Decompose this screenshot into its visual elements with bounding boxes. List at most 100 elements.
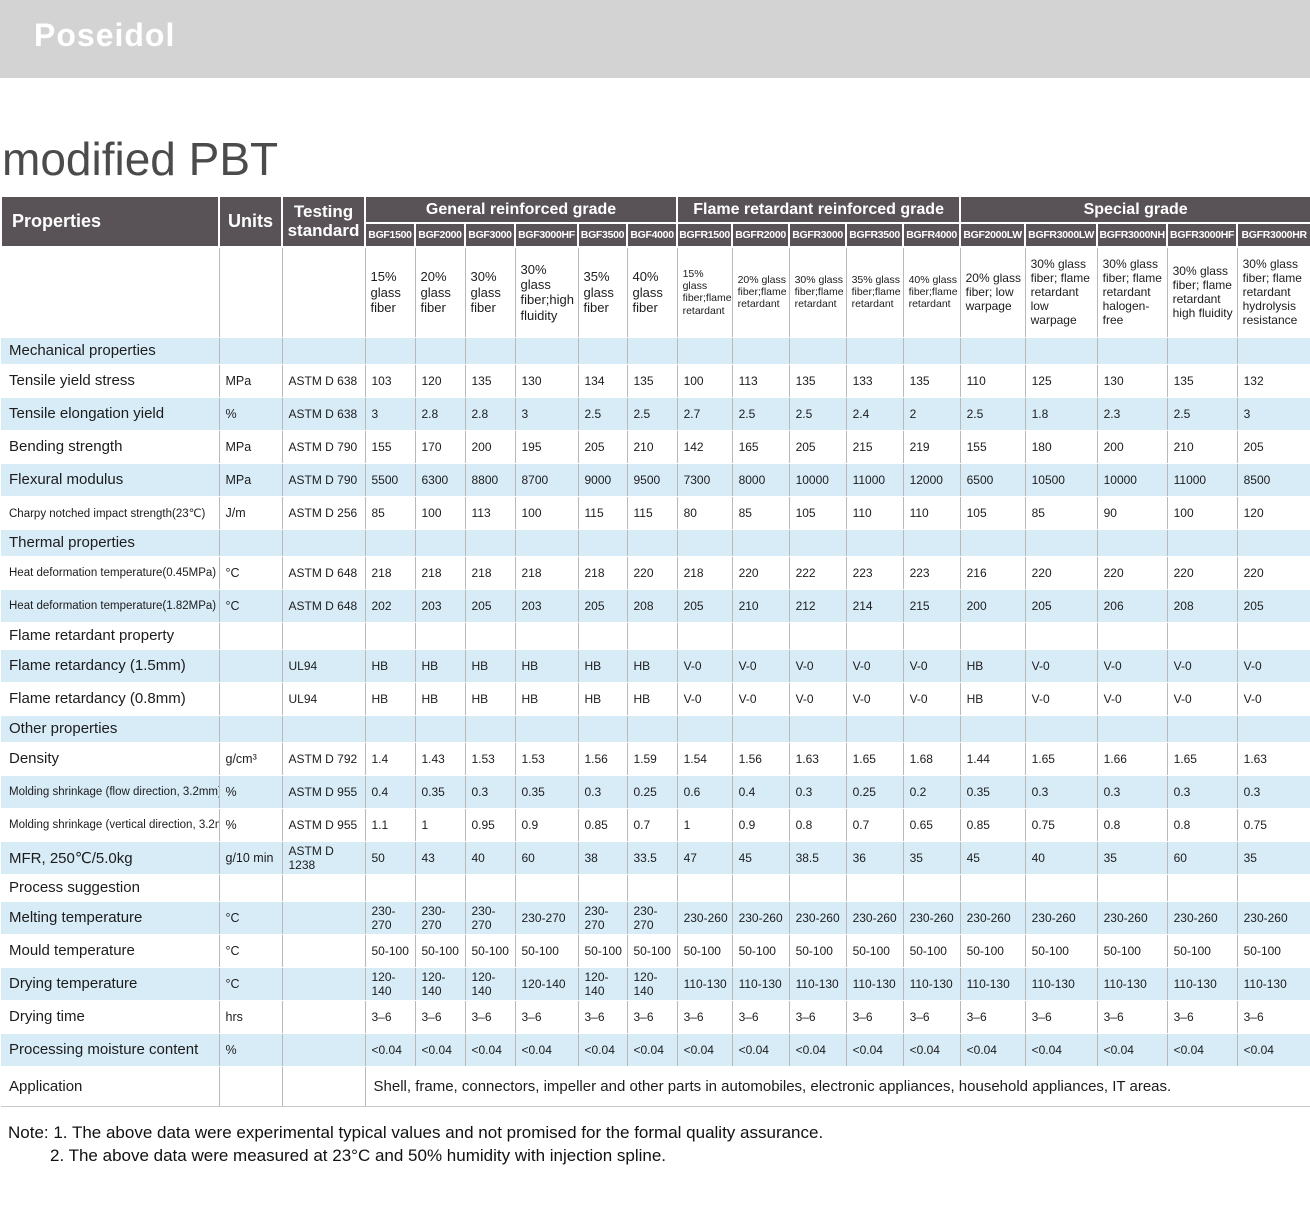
value-cell: 3–6	[415, 1000, 466, 1034]
value-cell: 218	[465, 556, 516, 590]
value-cell: <0.04	[578, 1033, 628, 1067]
property-name: Flame retardancy (0.8mm)	[1, 682, 220, 716]
value-cell: 200	[960, 589, 1026, 623]
empty-cell	[578, 715, 628, 743]
value-cell: 210	[732, 589, 790, 623]
empty-cell	[282, 1066, 366, 1107]
value-cell: 110-130	[960, 967, 1026, 1001]
value-cell: 0.7	[846, 808, 904, 842]
grade-description-row: 15% glass fiber 20% glass fiber 30% glass …	[1, 247, 1310, 338]
grade-description: 20% glass fiber	[415, 247, 466, 338]
empty-cell	[1097, 529, 1168, 557]
value-cell: 219	[903, 430, 961, 464]
value-cell: 0.6	[677, 775, 733, 809]
standard-cell	[282, 1033, 366, 1067]
value-cell: 230-260	[903, 901, 961, 935]
value-cell: 1.4	[365, 742, 416, 776]
value-cell: 218	[515, 556, 579, 590]
value-cell: 1.43	[415, 742, 466, 776]
value-cell: 2.5	[1167, 397, 1238, 431]
standard-cell	[282, 967, 366, 1001]
value-cell: 220	[1097, 556, 1168, 590]
value-cell: V-0	[789, 649, 847, 683]
units-cell: MPa	[219, 430, 283, 464]
brand-logo-text: Poseidol	[34, 17, 176, 53]
value-cell: 205	[465, 589, 516, 623]
units-cell: %	[219, 1033, 283, 1067]
value-cell: 205	[578, 430, 628, 464]
grade-description: 30% glass fiber;flame retardant	[789, 247, 847, 338]
application-text: Shell, frame, connectors, impeller and o…	[365, 1066, 1310, 1107]
grade-column-header: BGFR3000HR	[1236, 222, 1310, 248]
value-cell: 1.63	[1237, 742, 1310, 776]
value-cell: 110	[903, 496, 961, 530]
value-cell: 120	[1237, 496, 1310, 530]
value-cell: 135	[903, 364, 961, 398]
standard-cell: UL94	[282, 682, 366, 716]
units-cell: MPa	[219, 364, 283, 398]
value-cell: 50-100	[515, 934, 579, 968]
value-cell: 135	[1167, 364, 1238, 398]
units-cell: %	[219, 775, 283, 809]
section-row: Process suggestion	[1, 874, 1310, 902]
property-name: Drying temperature	[1, 967, 220, 1001]
data-row: Heat deformation temperature(0.45MPa) °C A…	[1, 556, 1310, 590]
value-cell: 3–6	[846, 1000, 904, 1034]
empty-cell	[732, 337, 790, 365]
empty-cell	[219, 529, 283, 557]
value-cell: V-0	[789, 682, 847, 716]
data-row: Heat deformation temperature(1.82MPa) °C A…	[1, 589, 1310, 623]
units-cell: MPa	[219, 463, 283, 497]
property-name: Flame retardancy (1.5mm)	[1, 649, 220, 683]
property-name: Charpy notched impact strength(23℃)	[1, 496, 220, 530]
value-cell: 0.3	[789, 775, 847, 809]
grade-description: 15% glass fiber;flame retardant	[677, 247, 733, 338]
value-cell: 0.25	[846, 775, 904, 809]
value-cell: 1.65	[1167, 742, 1238, 776]
section-title: Thermal properties	[1, 529, 220, 557]
value-cell: 35	[1097, 841, 1168, 875]
testing-standard-header: Testing standard	[281, 195, 366, 248]
empty-cell	[219, 715, 283, 743]
value-cell: 9500	[627, 463, 678, 497]
property-name: Molding shrinkage (flow direction, 3.2mm…	[1, 775, 220, 809]
value-cell: 50-100	[846, 934, 904, 968]
value-cell: 45	[732, 841, 790, 875]
value-cell: 85	[365, 496, 416, 530]
value-cell: 132	[1237, 364, 1310, 398]
value-cell: V-0	[732, 649, 790, 683]
grade-description: 20% glass fiber; low warpage	[960, 247, 1026, 338]
top-banner: Poseidol	[0, 0, 1310, 78]
grade-column-header: BGF1500	[364, 222, 416, 248]
standard-cell	[282, 1000, 366, 1034]
grade-description: 30% glass fiber	[465, 247, 516, 338]
data-row: Flame retardancy (1.5mm) UL94 HB HB HB HB HB HB…	[1, 649, 1310, 683]
value-cell: 38.5	[789, 841, 847, 875]
value-cell: 120-140	[415, 967, 466, 1001]
value-cell: <0.04	[1025, 1033, 1098, 1067]
value-cell: 103	[365, 364, 416, 398]
empty-cell	[415, 529, 466, 557]
value-cell: 230-260	[1097, 901, 1168, 935]
value-cell: <0.04	[627, 1033, 678, 1067]
value-cell: 2.3	[1097, 397, 1168, 431]
data-row: Melting temperature °C 230-270 230-270 230-2…	[1, 901, 1310, 935]
value-cell: 135	[465, 364, 516, 398]
value-cell: V-0	[1025, 649, 1098, 683]
grade-column-header: BGFR2000	[731, 222, 791, 248]
value-cell: 2.5	[627, 397, 678, 431]
value-cell: 200	[1097, 430, 1168, 464]
value-cell: HB	[515, 649, 579, 683]
empty-cell	[627, 337, 678, 365]
empty-cell	[960, 337, 1026, 365]
value-cell: 0.8	[1167, 808, 1238, 842]
value-cell: 0.35	[415, 775, 466, 809]
section-title: Process suggestion	[1, 874, 220, 902]
grade-column-header: BGFR3000NH	[1096, 222, 1169, 248]
value-cell: 0.3	[1167, 775, 1238, 809]
property-name: Heat deformation temperature(1.82MPa)	[1, 589, 220, 623]
standard-cell: ASTM D 955	[282, 808, 366, 842]
empty-cell	[415, 715, 466, 743]
value-cell: 6500	[960, 463, 1026, 497]
value-cell: HB	[960, 682, 1026, 716]
